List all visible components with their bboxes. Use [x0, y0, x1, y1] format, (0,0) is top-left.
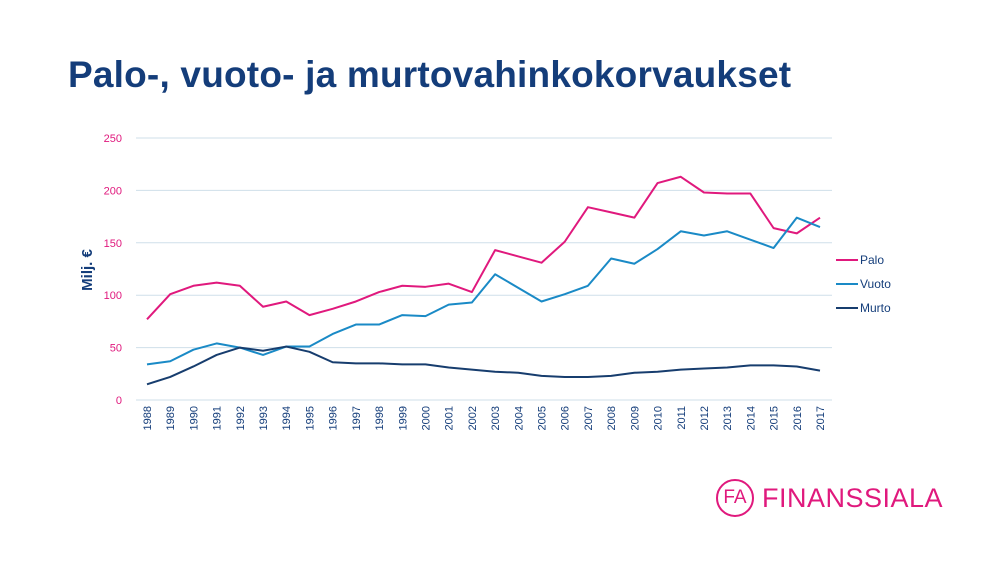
- x-tick-label: 2012: [699, 406, 711, 430]
- series-lines: [146, 175, 821, 386]
- legend-label: Palo: [860, 253, 884, 267]
- finanssiala-logo: FA FINANSSIALA: [716, 479, 943, 517]
- x-tick-label: 1998: [374, 406, 386, 430]
- x-tick-label: 1995: [304, 406, 316, 430]
- x-tick-label: 2016: [792, 406, 804, 430]
- x-tick-label: 1990: [188, 406, 200, 430]
- x-tick-label: 2010: [653, 406, 665, 430]
- y-axis-ticks: 0 50 100 150 200 250: [104, 133, 122, 407]
- logo-text: FINANSSIALA: [762, 482, 944, 513]
- y-tick-label: 100: [104, 290, 122, 302]
- y-tick-label: 50: [110, 343, 122, 355]
- x-tick-label: 2000: [420, 406, 432, 430]
- x-tick-label: 2017: [815, 406, 827, 430]
- y-tick-label: 0: [116, 395, 122, 407]
- x-tick-label: 2008: [606, 406, 618, 430]
- x-tick-label: 1988: [142, 406, 154, 430]
- x-tick-label: 2013: [722, 406, 734, 430]
- x-tick-label: 1996: [328, 406, 340, 430]
- x-tick-label: 2015: [769, 406, 781, 430]
- x-tick-label: 2001: [444, 406, 456, 430]
- x-tick-label: 2005: [537, 406, 549, 430]
- x-tick-label: 1997: [351, 406, 363, 430]
- series-line-palo: [146, 175, 821, 320]
- series-line-murto: [146, 345, 821, 386]
- x-tick-label: 2006: [560, 406, 572, 430]
- x-tick-label: 2004: [513, 406, 525, 430]
- x-tick-label: 2003: [490, 406, 502, 430]
- x-tick-label: 2014: [745, 406, 757, 430]
- x-tick-label: 1991: [212, 406, 224, 430]
- page-title: Palo-, vuoto- ja murtovahinkokorvaukset: [68, 54, 792, 95]
- x-tick-label: 2002: [467, 406, 479, 430]
- legend: Palo Vuoto Murto: [836, 253, 891, 315]
- y-tick-label: 250: [104, 133, 122, 145]
- x-tick-label: 2007: [583, 406, 595, 430]
- x-axis-ticks: 1988 1989 1990 1991 1992 1993 1994 1995 1996 1997…: [142, 406, 827, 430]
- y-tick-label: 200: [104, 185, 122, 197]
- y-axis-label: Milj. €: [79, 249, 96, 291]
- grid: [136, 137, 832, 401]
- logo-mark: FA: [716, 479, 754, 517]
- y-tick-label: 150: [104, 238, 122, 250]
- x-tick-label: 1993: [258, 406, 270, 430]
- x-tick-label: 1989: [165, 406, 177, 430]
- series-line-vuoto: [146, 216, 821, 366]
- x-tick-label: 1992: [235, 406, 247, 430]
- legend-label: Murto: [860, 301, 891, 315]
- legend-label: Vuoto: [860, 277, 891, 291]
- x-tick-label: 2011: [676, 406, 688, 430]
- x-tick-label: 1999: [397, 406, 409, 430]
- x-tick-label: 2009: [629, 406, 641, 430]
- x-tick-label: 1994: [281, 406, 293, 430]
